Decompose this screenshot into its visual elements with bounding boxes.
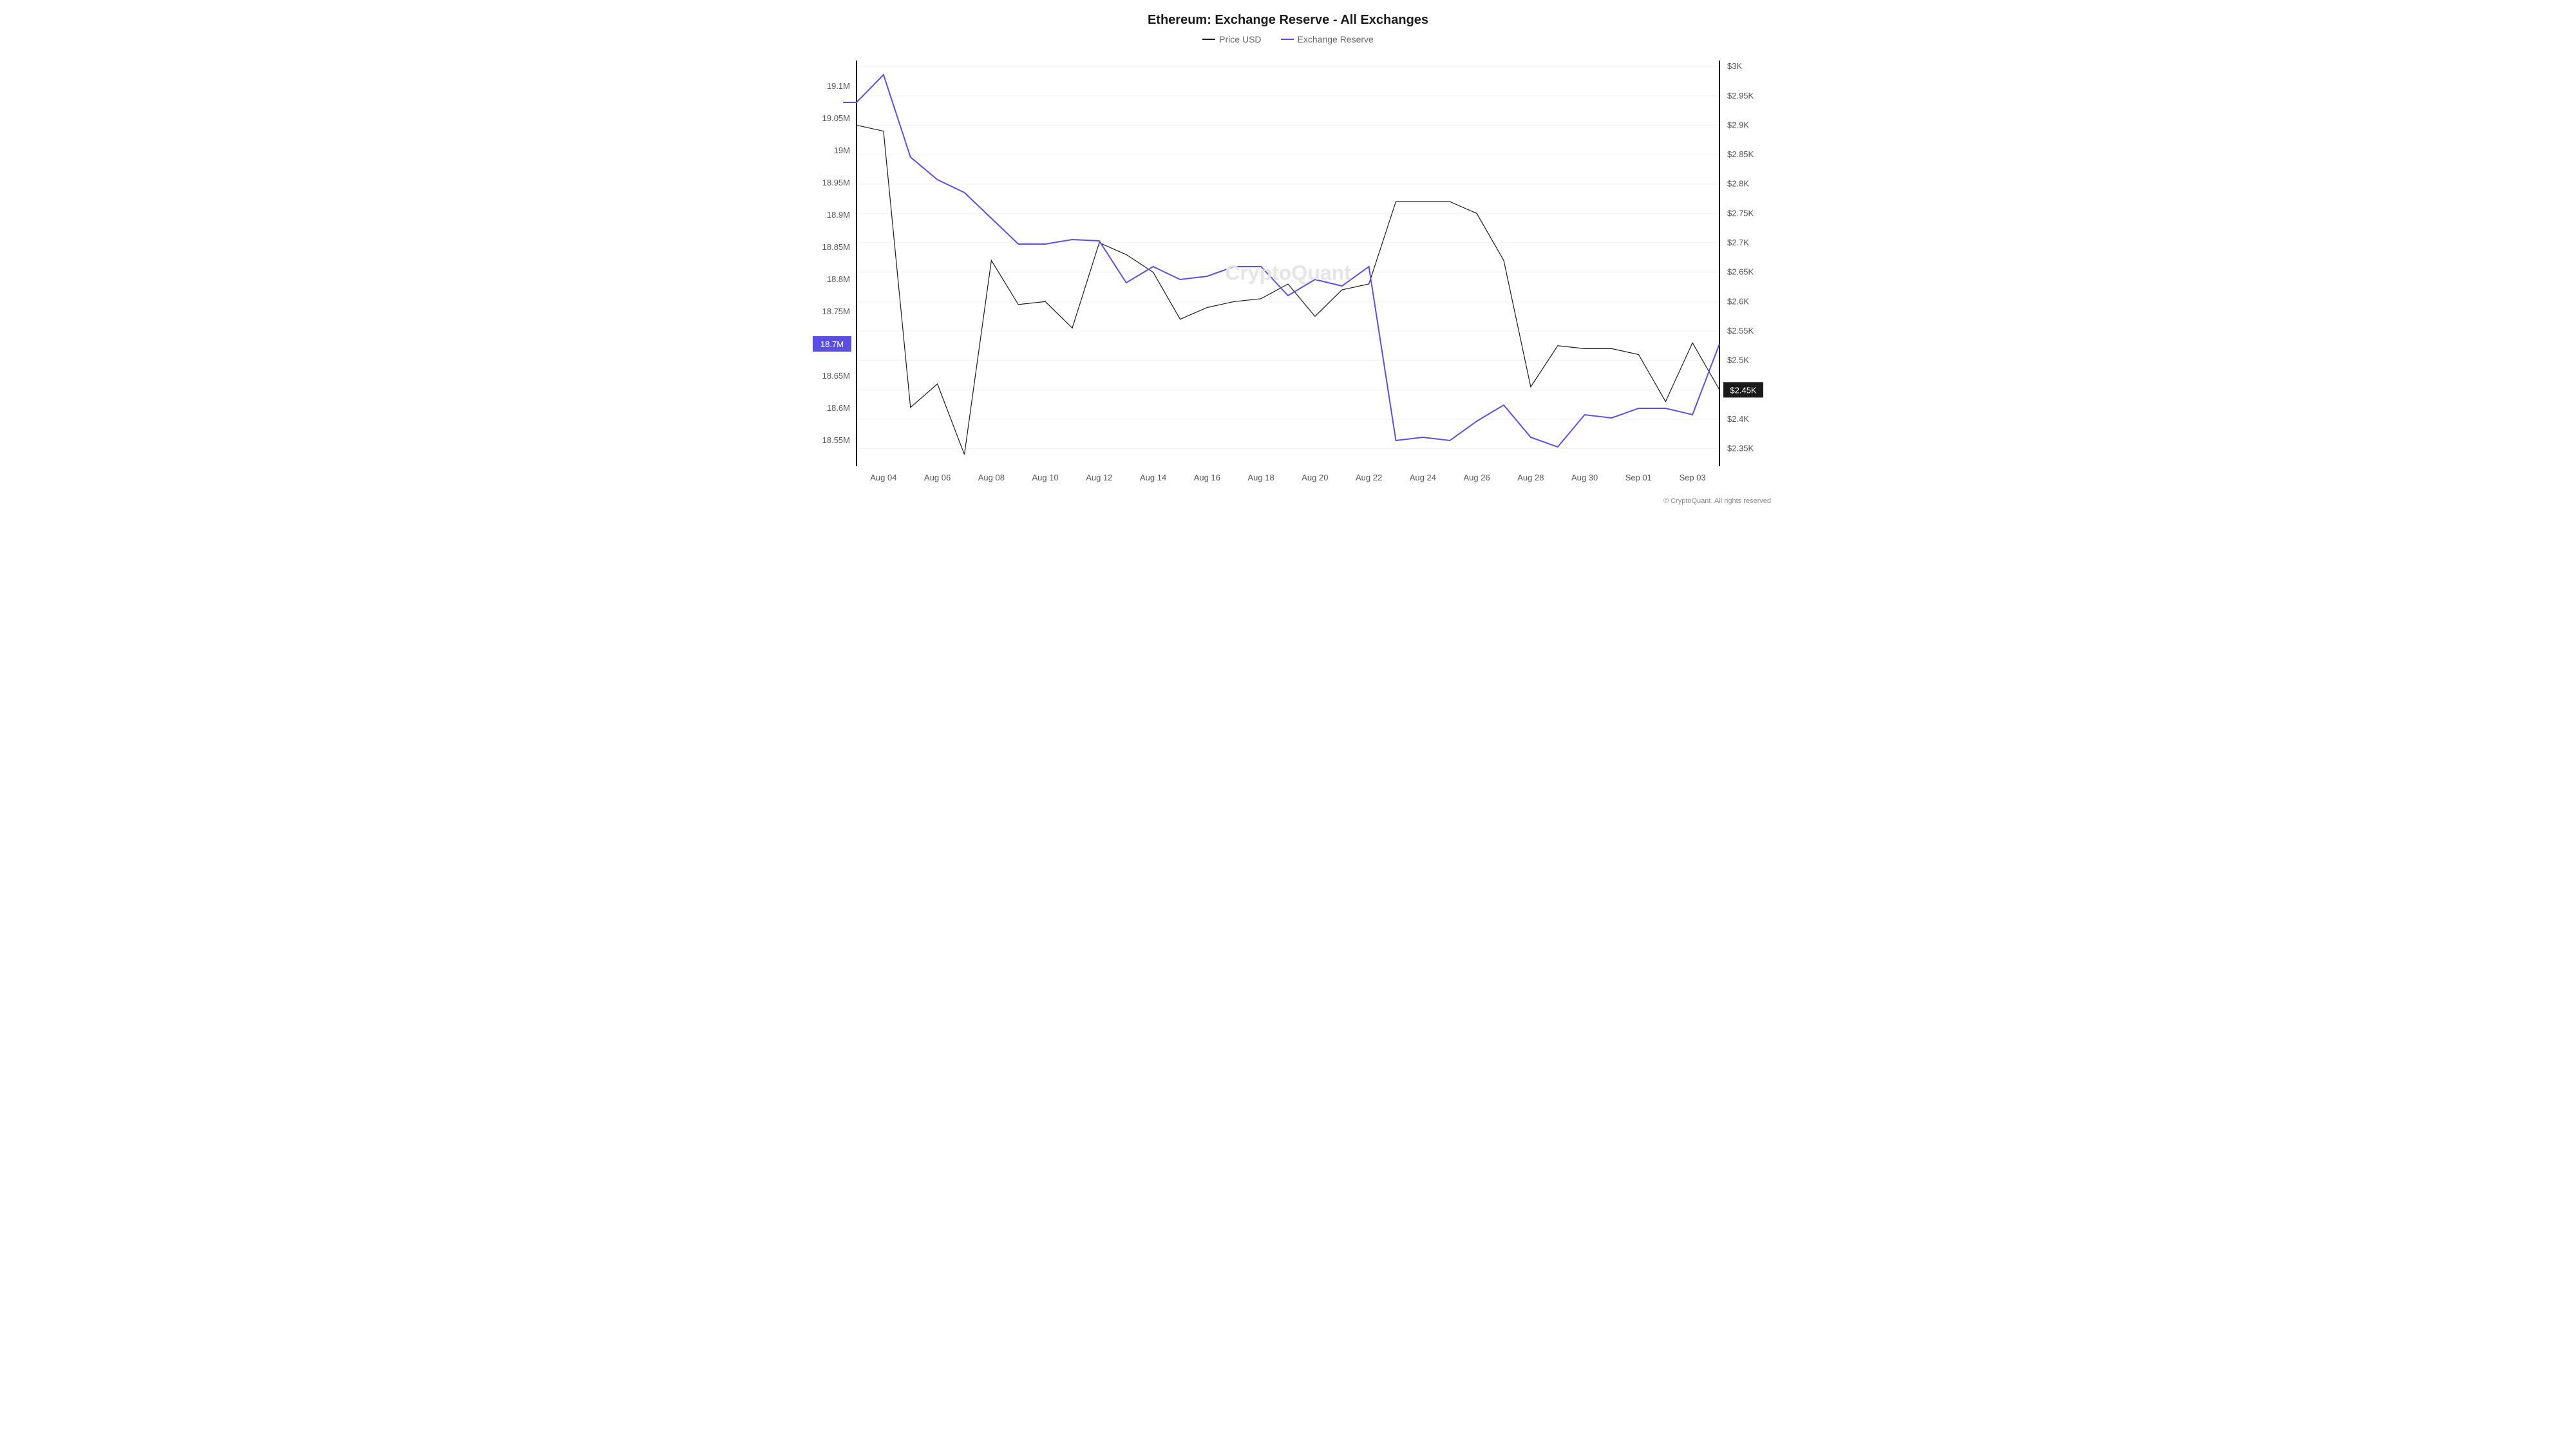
svg-text:Sep 01: Sep 01	[1625, 473, 1652, 482]
chart-area: CryptoQuant 18.55M18.6M18.65M18.7M18.75M…	[805, 54, 1771, 492]
legend-item[interactable]: Exchange Reserve	[1281, 34, 1374, 44]
svg-text:$2.95K: $2.95K	[1727, 91, 1754, 100]
svg-text:Aug 20: Aug 20	[1302, 473, 1328, 482]
svg-text:Aug 12: Aug 12	[1086, 473, 1112, 482]
legend-item[interactable]: Price USD	[1202, 34, 1261, 44]
svg-text:19.1M: 19.1M	[827, 81, 850, 91]
reserve-line	[843, 75, 1719, 447]
svg-text:$2.9K: $2.9K	[1727, 120, 1749, 129]
svg-text:$2.55K: $2.55K	[1727, 326, 1754, 336]
svg-text:18.8M: 18.8M	[827, 274, 850, 284]
svg-text:$2.75K: $2.75K	[1727, 208, 1754, 218]
price-line	[857, 125, 1719, 454]
svg-text:18.6M: 18.6M	[827, 403, 850, 413]
svg-text:Aug 24: Aug 24	[1410, 473, 1436, 482]
svg-text:Aug 28: Aug 28	[1517, 473, 1544, 482]
svg-text:$2.45K: $2.45K	[1730, 385, 1757, 395]
svg-text:$2.5K: $2.5K	[1727, 355, 1749, 365]
svg-text:Aug 10: Aug 10	[1032, 473, 1059, 482]
svg-text:18.7M: 18.7M	[820, 339, 844, 349]
left-current-badge: 18.7M	[813, 336, 851, 352]
svg-text:Aug 16: Aug 16	[1194, 473, 1220, 482]
svg-text:$2.6K: $2.6K	[1727, 296, 1749, 306]
svg-text:18.65M: 18.65M	[822, 371, 850, 381]
svg-text:18.55M: 18.55M	[822, 435, 850, 445]
copyright: © CryptoQuant. All rights reserved	[805, 497, 1771, 505]
svg-text:$2.35K: $2.35K	[1727, 444, 1754, 453]
svg-text:$2.85K: $2.85K	[1727, 149, 1754, 159]
svg-text:$2.4K: $2.4K	[1727, 414, 1749, 424]
svg-text:Aug 18: Aug 18	[1248, 473, 1274, 482]
svg-text:Aug 14: Aug 14	[1140, 473, 1166, 482]
svg-text:Aug 04: Aug 04	[870, 473, 896, 482]
chart-container: Ethereum: Exchange Reserve - All Exchang…	[805, 13, 1771, 505]
legend-line-icon	[1281, 39, 1294, 40]
svg-text:$2.8K: $2.8K	[1727, 179, 1749, 189]
right-current-badge: $2.45K	[1723, 382, 1763, 397]
svg-text:Aug 08: Aug 08	[978, 473, 1005, 482]
svg-text:$2.7K: $2.7K	[1727, 238, 1749, 247]
legend-line-icon	[1202, 39, 1215, 40]
svg-text:18.95M: 18.95M	[822, 178, 850, 187]
svg-text:19M: 19M	[834, 146, 850, 155]
svg-text:18.9M: 18.9M	[827, 210, 850, 220]
svg-text:$2.65K: $2.65K	[1727, 267, 1754, 277]
svg-text:Aug 22: Aug 22	[1356, 473, 1382, 482]
svg-text:18.85M: 18.85M	[822, 242, 850, 252]
legend-label: Exchange Reserve	[1298, 34, 1374, 44]
chart-title: Ethereum: Exchange Reserve - All Exchang…	[805, 13, 1771, 28]
svg-text:Aug 06: Aug 06	[924, 473, 951, 482]
svg-text:Aug 26: Aug 26	[1464, 473, 1490, 482]
svg-text:18.75M: 18.75M	[822, 307, 850, 316]
svg-text:$3K: $3K	[1727, 61, 1742, 71]
legend: Price USD Exchange Reserve	[805, 34, 1771, 44]
svg-text:Aug 30: Aug 30	[1571, 473, 1598, 482]
legend-label: Price USD	[1219, 34, 1261, 44]
svg-text:Sep 03: Sep 03	[1680, 473, 1706, 482]
chart-svg: 18.55M 18.6M 18.65M 18.7M 18.75M 18.8M 18.85M 1…	[805, 54, 1771, 492]
svg-text:19.05M: 19.05M	[822, 113, 850, 123]
